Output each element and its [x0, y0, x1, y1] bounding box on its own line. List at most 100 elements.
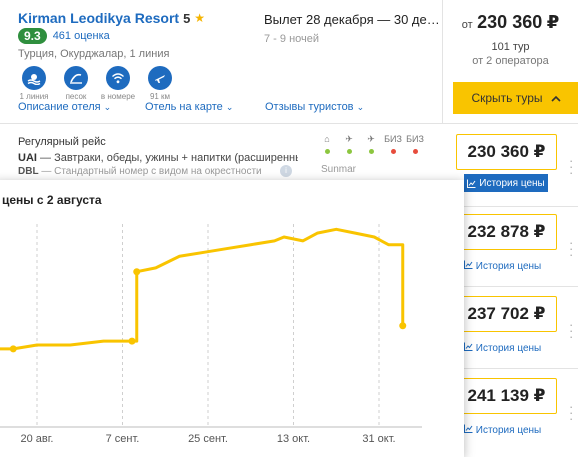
- sand-icon: [64, 66, 88, 90]
- chart-point[interactable]: [128, 337, 136, 345]
- amenity-airport: 91 км: [144, 66, 176, 101]
- dates-block: Вылет 28 декабря — 30 декабря 7 - 9 ноче…: [264, 12, 440, 45]
- chart-point[interactable]: [399, 322, 407, 330]
- info-icon[interactable]: i: [280, 165, 292, 177]
- hotel-reviews-label: Отзывы туристов: [265, 101, 354, 113]
- amenity-label: 1 линия: [19, 92, 49, 101]
- chart-point[interactable]: [9, 345, 17, 353]
- wifi-icon: [106, 66, 130, 90]
- business-back-label: БИЗ: [406, 134, 424, 144]
- chart-x-tick-label: 25 сент.: [188, 433, 228, 445]
- flight-out-icon: ✈: [345, 134, 353, 144]
- business-out-label: БИЗ: [384, 134, 402, 144]
- hotel-description-label: Описание отеля: [18, 101, 101, 113]
- hotel-info: Kirman Leodikya Resort 5 ★ 9.3 461 оценк…: [18, 10, 258, 101]
- more-options-icon[interactable]: · · ·: [569, 399, 574, 426]
- min-price-value: 230 360: [477, 12, 543, 32]
- more-options-icon[interactable]: · · ·: [569, 317, 574, 344]
- tour-price-button[interactable]: 230 360 ₽: [456, 134, 557, 170]
- hotel-map-link[interactable]: Отель на карте ⌄: [145, 101, 233, 113]
- hotel-reviews-link[interactable]: Отзывы туристов ⌄: [265, 101, 364, 113]
- meal-line: UAI — Завтраки, обеды, ужины + напитки (…: [18, 152, 298, 164]
- more-options-icon[interactable]: · · ·: [569, 235, 574, 262]
- chevron-down-icon: ⌄: [103, 102, 112, 112]
- hotel-description-link[interactable]: Описание отеля ⌄: [18, 101, 111, 113]
- amenity-label: 91 км: [149, 92, 171, 101]
- price-block: от 230 360 ₽ 101 тур от 2 оператора Скры…: [442, 0, 578, 124]
- row-divider: [450, 206, 578, 207]
- tour-price-button[interactable]: 232 878 ₽: [456, 214, 557, 250]
- chart-icon: [464, 342, 473, 351]
- chart-x-tick-label: 31 окт.: [362, 433, 395, 445]
- price-history-button-active[interactable]: История цены: [464, 174, 548, 192]
- meal-code: UAI: [18, 152, 37, 164]
- amenity-label: в номере: [100, 92, 136, 101]
- status-dot: [412, 149, 418, 154]
- tour-price-button[interactable]: 241 139 ₽: [456, 378, 557, 414]
- amenity-label: песок: [65, 92, 87, 101]
- status-flight-back: ✈: [364, 134, 378, 154]
- chevron-down-icon: ⌄: [225, 102, 234, 112]
- hotel-card: Kirman Leodikya Resort 5 ★ 9.3 461 оценк…: [0, 0, 578, 124]
- status-dot: [390, 149, 396, 154]
- chart-icon: [467, 179, 476, 188]
- price-history-link[interactable]: История цены: [464, 260, 541, 272]
- hotel-name-row: Kirman Leodikya Resort 5 ★: [18, 10, 258, 26]
- history-label: История цены: [475, 261, 542, 272]
- chart-series-line: [0, 227, 405, 351]
- flight-type: Регулярный рейс: [18, 136, 106, 148]
- status-dot: [346, 149, 352, 154]
- rating-count-link[interactable]: 461 оценка: [52, 30, 110, 42]
- status-hotel: ⌂: [320, 134, 334, 154]
- hide-tours-label: Скрыть туры: [471, 91, 543, 105]
- operator-name: Sunmar: [321, 164, 357, 175]
- history-label: История цены: [479, 177, 545, 189]
- more-options-icon[interactable]: · · ·: [569, 153, 574, 180]
- chart-x-tick-label: 20 авг.: [21, 433, 54, 445]
- row-divider: [450, 286, 578, 287]
- history-label: История цены: [475, 425, 542, 436]
- row-divider: [450, 368, 578, 369]
- chart-title: цены с 2 августа: [2, 193, 102, 207]
- hotel-map-label: Отель на карте: [145, 101, 223, 113]
- hotel-name-link[interactable]: Kirman Leodikya Resort: [18, 10, 180, 26]
- price-history-chart: 20 авг. 7 сент. 25 сент. 13 окт. 31 окт.: [0, 224, 422, 445]
- chart-x-tick-label: 7 сент.: [106, 433, 140, 445]
- tours-count: 101 тур: [491, 41, 530, 53]
- status-business-back: БИЗ: [406, 134, 424, 154]
- chevron-down-icon: ⌄: [356, 102, 365, 112]
- status-dot: [368, 149, 374, 154]
- amenity-wifi: в номере: [100, 66, 136, 101]
- flight-back-icon: ✈: [367, 134, 375, 144]
- price-history-link[interactable]: История цены: [464, 342, 541, 354]
- airplane-icon: [148, 66, 172, 90]
- tour-row-details: Регулярный рейс UAI — Завтраки, обеды, у…: [0, 130, 578, 177]
- status-flight-out: ✈: [342, 134, 356, 154]
- chart-point[interactable]: [133, 268, 141, 276]
- meal-text: — Завтраки, обеды, ужины + напитки (расш…: [36, 152, 298, 164]
- departure-dates: Вылет 28 декабря — 30 декабря: [264, 12, 440, 27]
- room-line: DBL — Стандартный номер с видом на окрес…: [18, 166, 278, 177]
- price-from-label: от: [461, 19, 473, 31]
- room-text: — Стандартный номер с видом на окрестнос…: [38, 166, 262, 177]
- chart-x-tick-label: 13 окт.: [277, 433, 310, 445]
- status-dot: [324, 149, 330, 154]
- operators-count: от 2 оператора: [472, 55, 549, 67]
- hide-tours-button[interactable]: Скрыть туры: [453, 82, 578, 114]
- price-history-popup: цены с 2 августа 20 авг. 7 сент. 25 сент. 1…: [0, 180, 464, 457]
- rating-badge: 9.3: [18, 28, 47, 44]
- status-business-out: БИЗ: [384, 134, 402, 154]
- amenities: 1 линия песок в номере: [18, 66, 258, 101]
- history-label: История цены: [475, 343, 542, 354]
- rating-row: 9.3 461 оценка: [18, 28, 258, 44]
- tour-price-button[interactable]: 237 702 ₽: [456, 296, 557, 332]
- nights-count: 7 - 9 ночей: [264, 33, 320, 45]
- price-history-link[interactable]: История цены: [464, 424, 541, 436]
- amenity-beach-line: 1 линия: [18, 66, 50, 101]
- room-code: DBL: [18, 166, 39, 177]
- chevron-up-icon: [550, 95, 561, 102]
- hotel-stars: 5: [183, 10, 191, 26]
- star-icon: ★: [194, 11, 206, 25]
- status-icons: ⌂ ✈ ✈ БИЗ БИЗ: [320, 134, 424, 154]
